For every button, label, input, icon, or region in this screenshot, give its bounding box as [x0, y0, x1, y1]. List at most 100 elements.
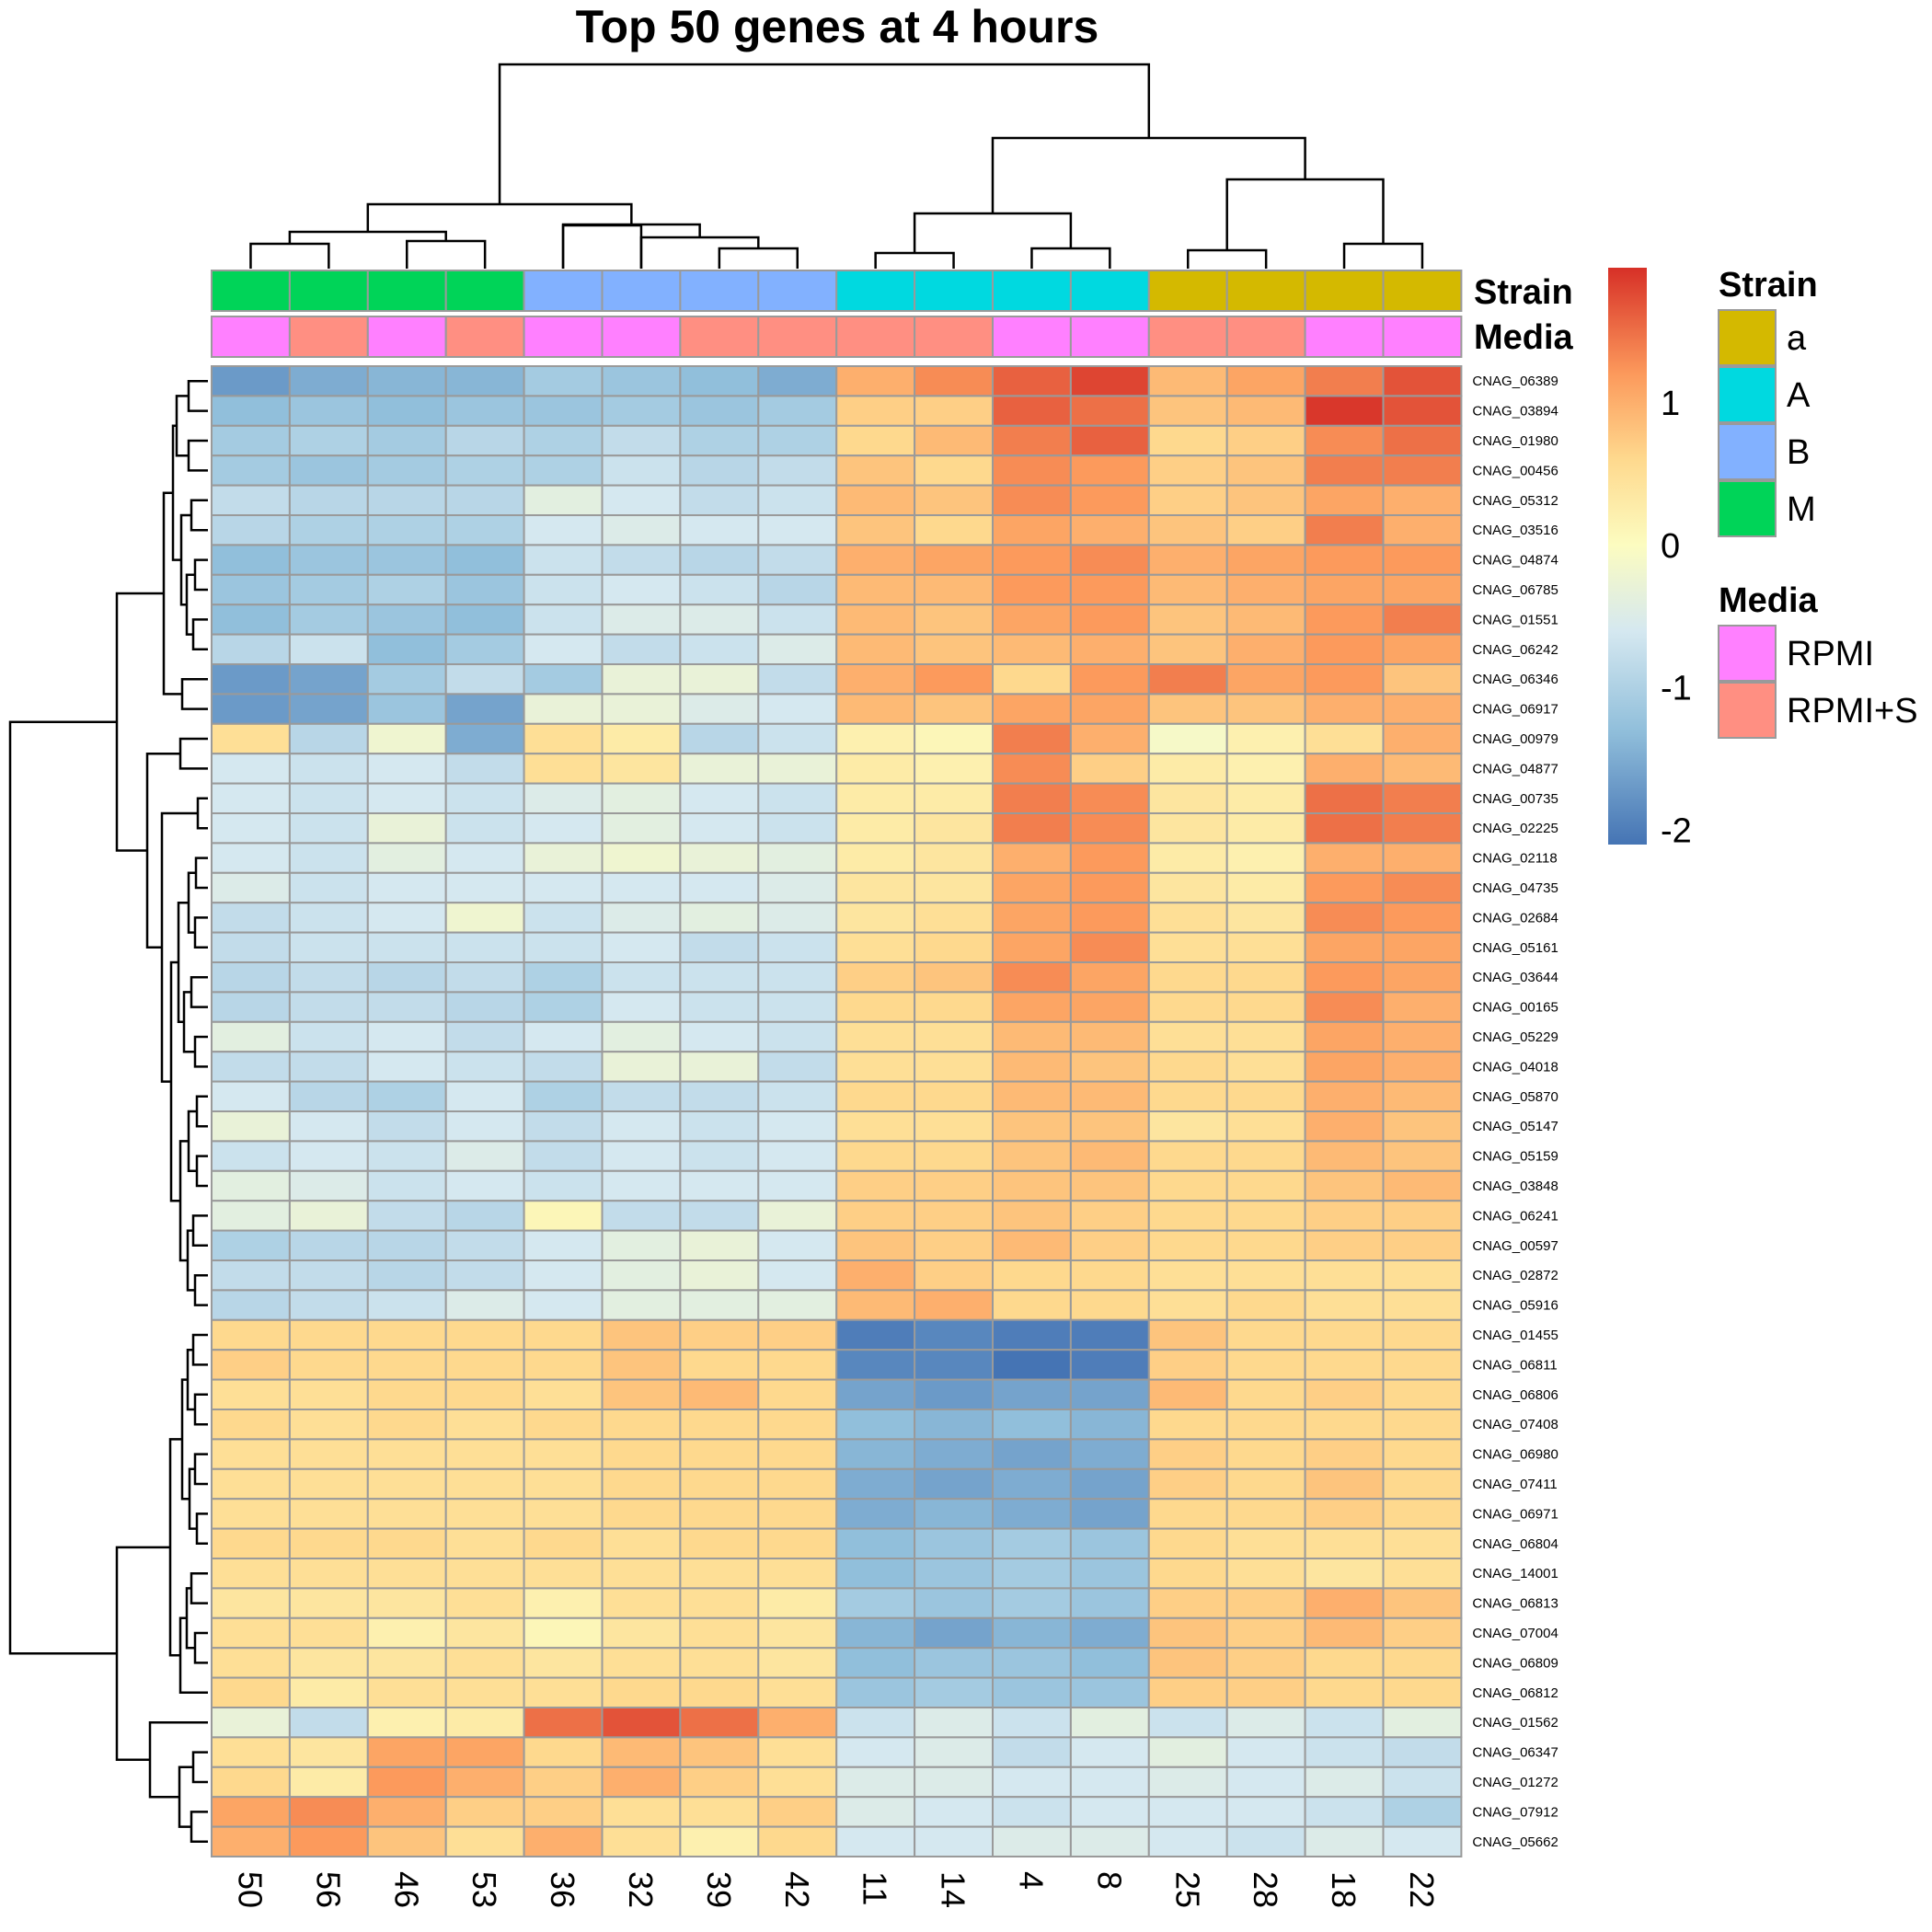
heatmap-cell [835, 961, 916, 994]
heatmap-cell [1225, 1378, 1306, 1410]
heatmap-cell [1382, 902, 1463, 934]
heatmap-cell [914, 782, 994, 814]
annotation-strain-cell [523, 270, 604, 312]
heatmap-cell [679, 1349, 760, 1381]
heatmap-cell [523, 1736, 604, 1768]
heatmap-cell [601, 1378, 682, 1410]
heatmap-cell [523, 1587, 604, 1619]
heatmap-cell [679, 842, 760, 874]
color-scale-tick: -2 [1661, 812, 1692, 851]
heatmap-cell [679, 991, 760, 1023]
heatmap-cell [1382, 395, 1463, 427]
heatmap-cell [835, 604, 916, 636]
heatmap-cell [211, 1616, 291, 1650]
heatmap-cell [523, 1110, 604, 1143]
heatmap-cell [444, 1736, 525, 1768]
heatmap-cell [1382, 1110, 1463, 1143]
color-scale-tick: 0 [1661, 527, 1680, 566]
heatmap-cell [523, 484, 604, 516]
heatmap-cell [366, 1229, 447, 1261]
heatmap-cell [288, 1796, 369, 1828]
heatmap-cell [679, 1200, 760, 1232]
heatmap-cell [757, 961, 838, 994]
annotation-media-cell [444, 316, 525, 358]
heatmap-cell [1225, 693, 1306, 725]
heatmap-cell [914, 1051, 994, 1083]
heatmap-cell [757, 1051, 838, 1083]
heatmap-cell [1225, 1169, 1306, 1202]
heatmap-cell [679, 454, 760, 487]
heatmap-cell [444, 1409, 525, 1441]
heatmap-cell [1382, 1229, 1463, 1261]
row-label: CNAG_04735 [1472, 880, 1558, 896]
heatmap-cell [679, 812, 760, 845]
heatmap-cell [1147, 1349, 1228, 1381]
row-label: CNAG_06806 [1472, 1387, 1558, 1403]
heatmap-cell [288, 395, 369, 427]
heatmap-cell [1069, 663, 1150, 696]
heatmap-cell [1069, 961, 1150, 994]
heatmap-cell [523, 454, 604, 487]
row-label: CNAG_06812 [1472, 1685, 1558, 1701]
annotation-strain-cell [1147, 270, 1228, 312]
heatmap-cell [1304, 1587, 1385, 1619]
row-label: CNAG_14001 [1472, 1566, 1558, 1581]
heatmap-cell [1147, 1378, 1228, 1410]
heatmap-cell [1225, 991, 1306, 1023]
heatmap-cell [1147, 454, 1228, 487]
heatmap-cell [288, 484, 369, 516]
heatmap-cell [211, 663, 291, 696]
heatmap-cell [1147, 1647, 1228, 1679]
heatmap-cell [288, 1825, 369, 1857]
heatmap-cell [1147, 1765, 1228, 1799]
heatmap-cell [1069, 1498, 1150, 1530]
heatmap-cell [992, 782, 1072, 814]
heatmap-cell [366, 1558, 447, 1590]
heatmap-cell [523, 1825, 604, 1857]
heatmap-cell [211, 1707, 291, 1739]
heatmap-cell [366, 484, 447, 516]
heatmap-cell [914, 991, 994, 1023]
heatmap-cell [1069, 395, 1150, 427]
heatmap-cell [757, 573, 838, 606]
heatmap-cell [366, 902, 447, 934]
heatmap-cell [211, 1259, 291, 1292]
heatmap-cell [601, 1467, 682, 1501]
row-label: CNAG_06809 [1472, 1655, 1558, 1671]
annotation-label-strain: Strain [1474, 273, 1573, 312]
heatmap-cell [1069, 1825, 1150, 1857]
row-label: CNAG_06980 [1472, 1447, 1558, 1463]
heatmap-cell [288, 544, 369, 576]
heatmap-cell [1304, 663, 1385, 696]
heatmap-cell [366, 573, 447, 606]
heatmap-cell [992, 1527, 1072, 1559]
heatmap-cell [523, 1349, 604, 1381]
heatmap-cell [211, 842, 291, 874]
heatmap-cell [679, 931, 760, 963]
heatmap-cell [523, 1259, 604, 1292]
heatmap-cell [992, 1467, 1072, 1501]
heatmap-cell [1382, 812, 1463, 845]
heatmap-cell [679, 693, 760, 725]
heatmap-cell [366, 1318, 447, 1351]
column-label: 36 [544, 1871, 581, 1908]
heatmap-cell [1382, 1647, 1463, 1679]
heatmap-cell [914, 931, 994, 963]
heatmap-cell [1304, 782, 1385, 814]
heatmap-cell [1069, 753, 1150, 785]
heatmap-cell [601, 1498, 682, 1530]
heatmap-cell [366, 633, 447, 665]
heatmap-cell [211, 544, 291, 576]
heatmap-cell [1225, 573, 1306, 606]
heatmap-cell [992, 395, 1072, 427]
row-label: CNAG_07411 [1472, 1477, 1557, 1492]
heatmap-cell [757, 1825, 838, 1857]
heatmap-cell [1069, 1140, 1150, 1172]
heatmap-cell [835, 782, 916, 814]
heatmap-cell [288, 1616, 369, 1650]
heatmap-cell [1069, 1378, 1150, 1410]
heatmap-cell [444, 1647, 525, 1679]
heatmap-cell [523, 722, 604, 755]
heatmap-cell [1382, 633, 1463, 665]
heatmap-cell [835, 693, 916, 725]
